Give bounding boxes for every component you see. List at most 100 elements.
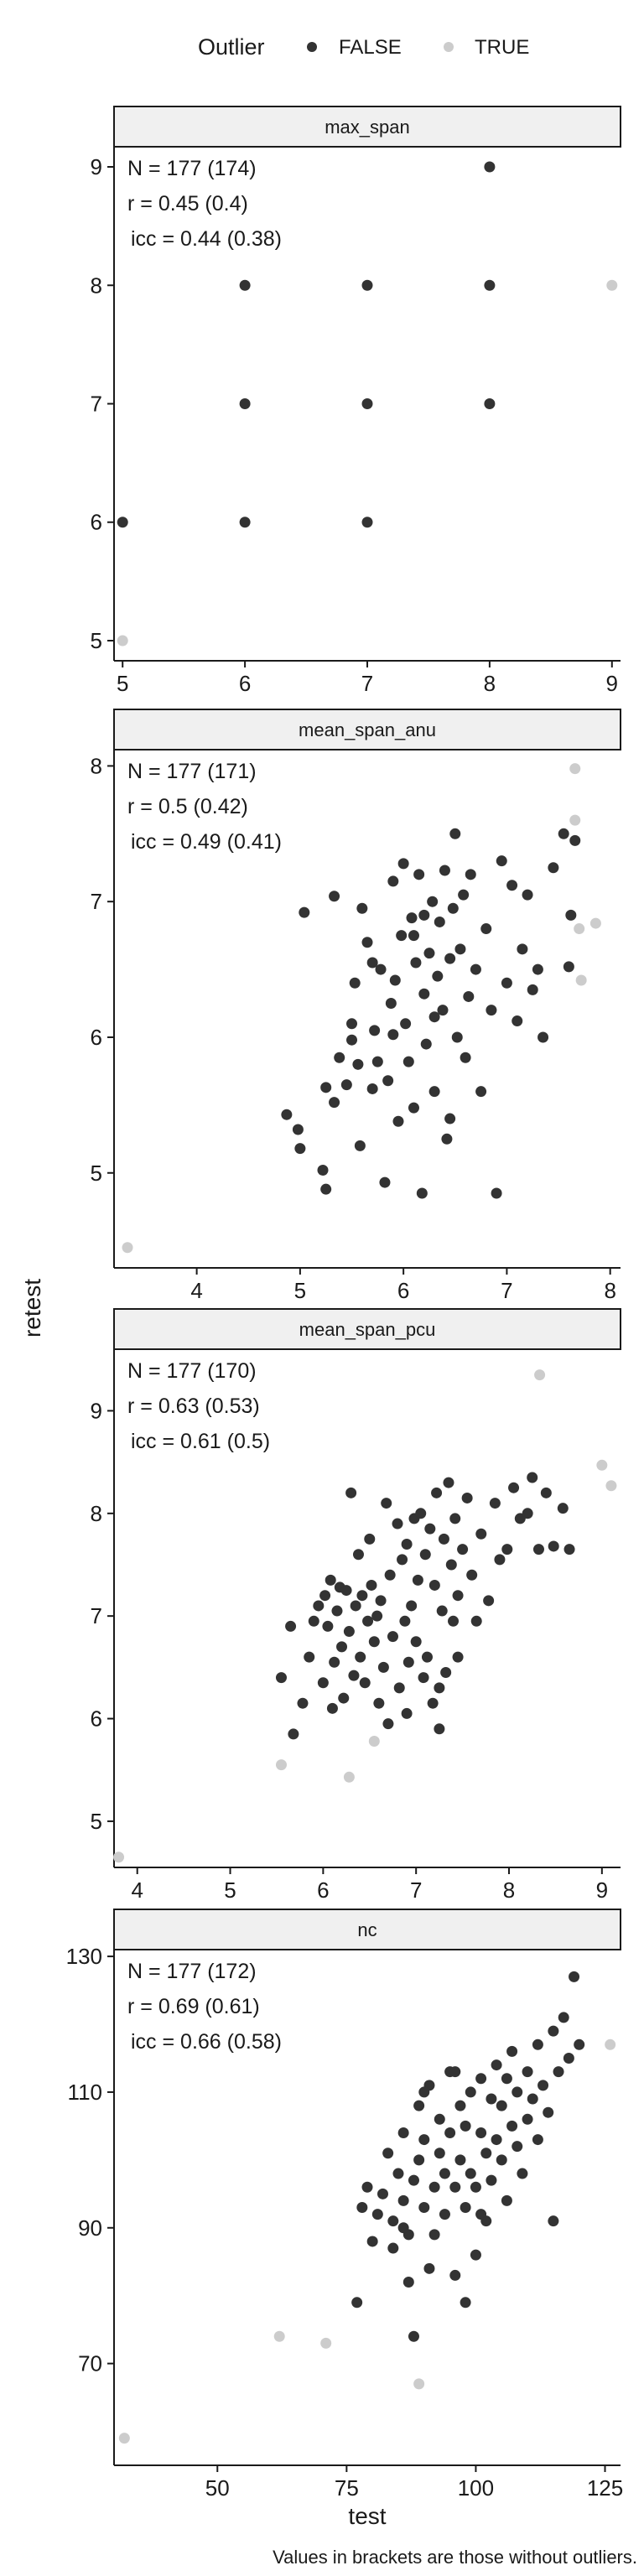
point-outlier bbox=[534, 1369, 546, 1381]
point-inlier bbox=[322, 1620, 334, 1632]
point-inlier bbox=[329, 1097, 340, 1109]
y-tick-label: 8 bbox=[91, 753, 102, 778]
point-inlier bbox=[449, 2269, 461, 2281]
y-tick-label: 130 bbox=[66, 1944, 102, 1969]
point-inlier bbox=[406, 912, 418, 924]
point-inlier bbox=[366, 1579, 377, 1591]
point-inlier bbox=[517, 2168, 528, 2179]
point-inlier bbox=[366, 1083, 378, 1094]
legend-label-true: TRUE bbox=[475, 36, 529, 59]
point-inlier bbox=[463, 990, 475, 1002]
point-inlier bbox=[548, 1540, 559, 1552]
point-inlier bbox=[517, 943, 528, 955]
point-inlier bbox=[548, 2215, 559, 2227]
point-inlier bbox=[375, 963, 387, 975]
point-inlier bbox=[239, 398, 251, 409]
y-tick-label: 7 bbox=[91, 889, 102, 914]
point-inlier bbox=[434, 1723, 445, 1735]
legend-marker-true bbox=[444, 42, 454, 52]
point-inlier bbox=[501, 2073, 512, 2085]
x-tick-label: 7 bbox=[361, 671, 373, 696]
point-outlier bbox=[569, 763, 581, 775]
legend-marker-false bbox=[307, 42, 317, 52]
point-inlier bbox=[397, 2222, 409, 2234]
point-inlier bbox=[506, 880, 518, 891]
point-inlier bbox=[444, 1113, 456, 1124]
point-inlier bbox=[452, 1590, 464, 1602]
facet-strip bbox=[113, 106, 621, 148]
point-inlier bbox=[548, 2025, 559, 2037]
x-tick-label: 6 bbox=[397, 1278, 409, 1303]
point-inlier bbox=[454, 943, 466, 955]
x-tick-label: 100 bbox=[458, 2475, 494, 2501]
stat-annotation: icc = 0.44 (0.38) bbox=[131, 227, 282, 251]
point-inlier bbox=[329, 891, 340, 902]
point-inlier bbox=[428, 1011, 440, 1023]
point-inlier bbox=[436, 1605, 448, 1617]
point-inlier bbox=[475, 1086, 487, 1098]
point-inlier bbox=[449, 2181, 461, 2193]
point-inlier bbox=[371, 1056, 383, 1067]
stat-annotation: r = 0.69 (0.61) bbox=[127, 1995, 260, 2018]
y-tick-label: 110 bbox=[68, 2080, 102, 2105]
point-inlier bbox=[540, 1487, 552, 1498]
caption: Values in brackets are those without out… bbox=[273, 2547, 637, 2568]
point-inlier bbox=[313, 1600, 325, 1612]
point-inlier bbox=[117, 517, 128, 528]
x-tick-label: 125 bbox=[587, 2475, 623, 2501]
point-inlier bbox=[349, 977, 361, 989]
x-tick-label: 75 bbox=[335, 2475, 359, 2501]
point-inlier bbox=[440, 1666, 452, 1678]
point-inlier bbox=[375, 1595, 387, 1607]
point-inlier bbox=[574, 2038, 585, 2050]
point-outlier bbox=[606, 279, 618, 291]
y-axis-title: retest bbox=[19, 1279, 45, 1337]
point-inlier bbox=[399, 1615, 411, 1627]
point-inlier bbox=[382, 1718, 394, 1730]
point-inlier bbox=[413, 2100, 425, 2111]
point-inlier bbox=[448, 1615, 460, 1627]
facet-mean_span_pcu: mean_span_pcu 5 6 7 8 9 4 5 6 7 8 9 N = 177 (170) r =… bbox=[91, 1308, 621, 1903]
y-tick-label: 9 bbox=[91, 1398, 102, 1423]
point-inlier bbox=[437, 1005, 449, 1016]
point-inlier bbox=[475, 2209, 487, 2220]
x-tick-label: 8 bbox=[503, 1877, 515, 1903]
point-inlier bbox=[402, 1656, 414, 1668]
y-tick-label: 5 bbox=[91, 1809, 102, 1834]
point-inlier bbox=[413, 869, 425, 880]
point-inlier bbox=[532, 1544, 544, 1555]
x-axis-title: test bbox=[348, 2503, 386, 2529]
point-inlier bbox=[239, 517, 251, 528]
point-inlier bbox=[506, 2120, 518, 2132]
point-inlier bbox=[336, 1641, 348, 1653]
point-outlier bbox=[605, 1480, 617, 1492]
point-inlier bbox=[449, 2066, 461, 2078]
point-inlier bbox=[465, 2086, 476, 2098]
point-inlier bbox=[434, 2148, 445, 2159]
legend: Outlier FALSE TRUE bbox=[198, 34, 529, 60]
point-outlier bbox=[320, 2337, 332, 2349]
point-inlier bbox=[418, 2086, 430, 2098]
stat-annotation: N = 177 (174) bbox=[127, 157, 257, 180]
point-inlier bbox=[297, 1697, 309, 1709]
point-inlier bbox=[346, 1018, 358, 1030]
x-tick-label: 6 bbox=[317, 1877, 329, 1903]
point-inlier bbox=[443, 1477, 454, 1488]
point-inlier bbox=[491, 2134, 502, 2146]
point-inlier bbox=[563, 961, 574, 973]
y-tick-label: 5 bbox=[91, 1161, 102, 1186]
point-inlier bbox=[401, 1539, 413, 1550]
point-inlier bbox=[382, 2148, 394, 2159]
point-inlier bbox=[366, 2236, 378, 2247]
point-inlier bbox=[484, 161, 496, 173]
y-tick-label: 7 bbox=[91, 392, 102, 417]
point-inlier bbox=[457, 1544, 469, 1555]
point-inlier bbox=[438, 1533, 449, 1545]
point-inlier bbox=[496, 2100, 507, 2111]
point-inlier bbox=[319, 1590, 331, 1602]
point-inlier bbox=[522, 2066, 533, 2078]
facet-strip-label: max_span bbox=[325, 117, 410, 138]
x-tick-label: 4 bbox=[131, 1877, 143, 1903]
point-inlier bbox=[345, 1487, 357, 1498]
x-tick-label: 5 bbox=[224, 1877, 236, 1903]
